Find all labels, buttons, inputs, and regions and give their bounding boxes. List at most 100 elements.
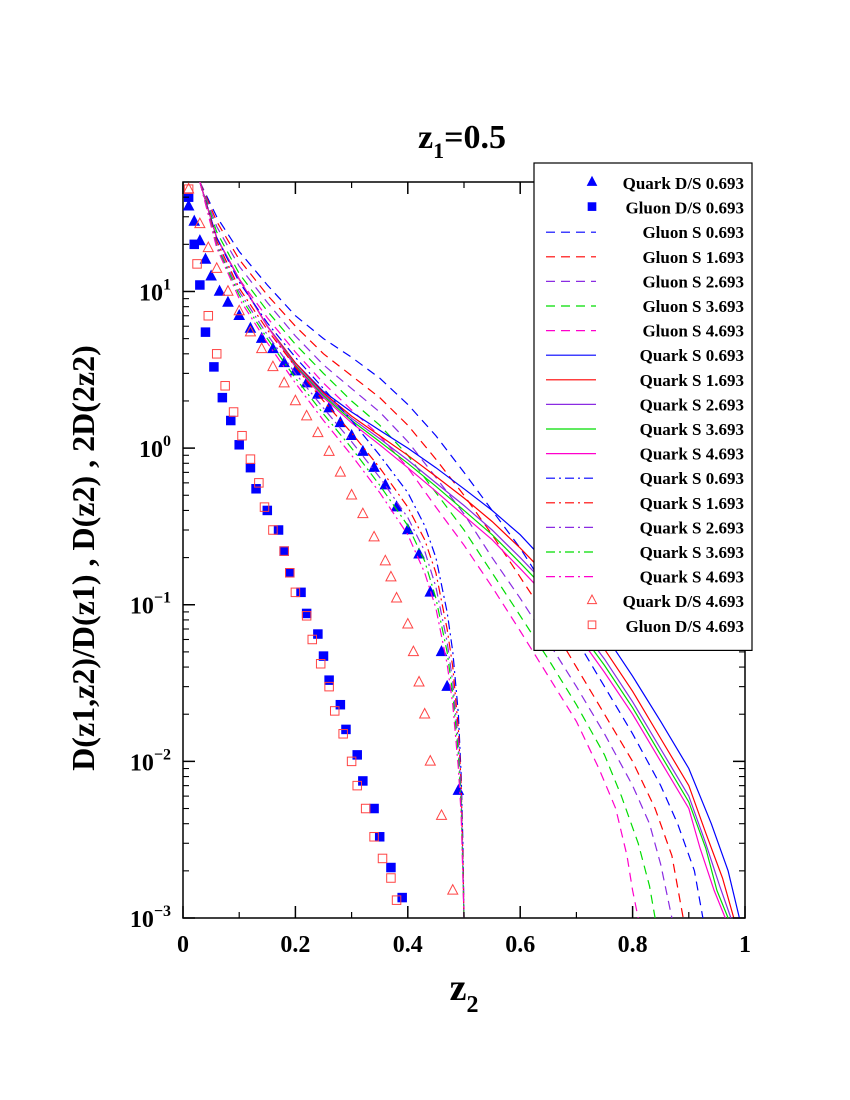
legend-entry: Gluon S 1.693: [546, 248, 744, 267]
data-point: [195, 280, 205, 290]
data-point: [296, 587, 306, 598]
series-line: [199, 182, 704, 918]
legend-label: Quark S 2.693: [640, 518, 744, 537]
x-tick-label: 0.8: [618, 932, 648, 958]
legend-entry: Gluon D/S 4.693: [587, 617, 744, 636]
data-point: [357, 444, 369, 456]
data-point: [318, 651, 329, 661]
x-tick-label: 0.4: [393, 932, 423, 958]
data-point: [290, 587, 301, 598]
data-point: [301, 608, 312, 619]
legend-entry: Quark D/S 0.693: [586, 174, 744, 193]
data-point: [374, 832, 385, 842]
legend-label: Gluon D/S 4.693: [625, 617, 744, 636]
legend-entry: Gluon S 2.693: [546, 272, 744, 291]
data-point: [211, 349, 222, 359]
legend-marker: [586, 593, 598, 605]
series-16: [199, 182, 465, 918]
legend-entry: Quark S 2.693: [546, 518, 744, 537]
data-point: [312, 426, 324, 438]
data-point: [244, 321, 257, 333]
data-point: [338, 729, 348, 739]
y-tick-label: 10−1: [130, 590, 171, 620]
data-point: [209, 362, 219, 372]
data-point: [203, 310, 214, 321]
data-point: [369, 803, 379, 814]
data-point: [268, 525, 278, 535]
data-point: [213, 284, 226, 296]
data-point: [220, 381, 230, 391]
legend-label: Gluon S 4.693: [642, 322, 744, 341]
legend-marker: [586, 175, 598, 186]
data-point: [379, 554, 392, 566]
data-point: [183, 184, 194, 194]
data-point: [313, 629, 323, 639]
data-point: [301, 611, 312, 621]
data-point: [222, 295, 234, 307]
x-tick-labels: 0 0.2 0.4 0.6 0.8 1: [177, 932, 751, 958]
data-point: [192, 259, 202, 269]
data-point: [259, 502, 270, 512]
data-point: [285, 568, 295, 578]
series-12: [199, 182, 465, 918]
data-point: [267, 342, 279, 354]
data-point: [245, 462, 256, 473]
data-point: [226, 415, 236, 426]
series-line: [199, 182, 639, 918]
legend-label: Quark S 1.693: [640, 494, 744, 513]
data-point: [254, 478, 264, 488]
series-15: [199, 182, 465, 918]
legend-label: Quark S 4.693: [640, 568, 744, 587]
y-tick-label: 10−2: [130, 746, 171, 776]
data-point: [199, 252, 212, 264]
data-point: [273, 525, 284, 535]
series-3: [199, 182, 684, 918]
data-point: [324, 675, 334, 685]
data-point: [386, 862, 396, 873]
data-point: [251, 484, 261, 494]
legend-entry: Quark S 3.693: [546, 420, 744, 439]
data-point: [334, 465, 347, 477]
data-point: [346, 756, 357, 767]
legend-entry: Quark S 3.693: [546, 543, 744, 562]
data-point: [360, 803, 371, 814]
data-point: [390, 591, 403, 603]
data-point: [446, 883, 459, 895]
data-point: [194, 217, 206, 229]
data-point: [285, 568, 295, 578]
data-point: [267, 360, 279, 372]
legend-entry: Quark S 0.693: [546, 469, 744, 488]
data-point: [307, 634, 318, 645]
legend-label: Quark S 2.693: [640, 395, 744, 414]
series-line: [199, 182, 465, 918]
data-point: [385, 570, 397, 582]
data-point: [200, 327, 211, 337]
data-point: [323, 444, 335, 456]
data-point: [424, 754, 437, 766]
legend-marker: [587, 202, 597, 211]
legend-entry: Quark S 0.693: [546, 346, 744, 365]
data-point: [345, 428, 358, 440]
data-point: [407, 645, 420, 657]
x-tick-label: 1: [739, 932, 751, 958]
y-tick-label: 100: [139, 433, 171, 463]
data-point: [189, 239, 199, 250]
data-point: [352, 750, 362, 760]
series-line: [199, 182, 465, 918]
data-point: [413, 675, 425, 687]
legend-label: Quark S 3.693: [640, 543, 744, 562]
data-point: [401, 617, 414, 629]
y-tick-label: 10−3: [130, 903, 171, 933]
data-point: [300, 409, 313, 421]
series-line: [199, 182, 465, 918]
y-tick-label: 101: [139, 276, 171, 306]
data-point: [278, 356, 290, 368]
data-point: [435, 808, 448, 820]
series-11: [199, 182, 726, 918]
x-tick-label: 0.2: [280, 932, 310, 958]
data-point: [188, 214, 201, 226]
series-line: [199, 182, 684, 918]
data-point: [245, 454, 256, 464]
data-point: [334, 416, 347, 428]
series-2: [199, 182, 704, 918]
